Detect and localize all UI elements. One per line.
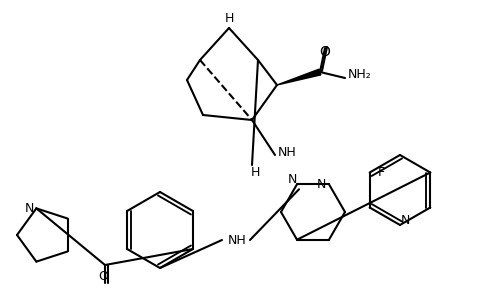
Text: NH₂: NH₂ (348, 69, 372, 81)
Text: N: N (287, 173, 297, 186)
Text: N: N (316, 178, 326, 191)
Text: H: H (224, 12, 234, 24)
Text: H: H (250, 167, 260, 179)
Text: O: O (98, 271, 108, 283)
Text: N: N (400, 213, 409, 226)
Text: N: N (25, 202, 34, 215)
Polygon shape (277, 69, 321, 85)
Text: NH: NH (277, 147, 297, 159)
Text: NH: NH (228, 234, 246, 246)
Text: O: O (320, 45, 330, 59)
Text: F: F (378, 166, 385, 179)
